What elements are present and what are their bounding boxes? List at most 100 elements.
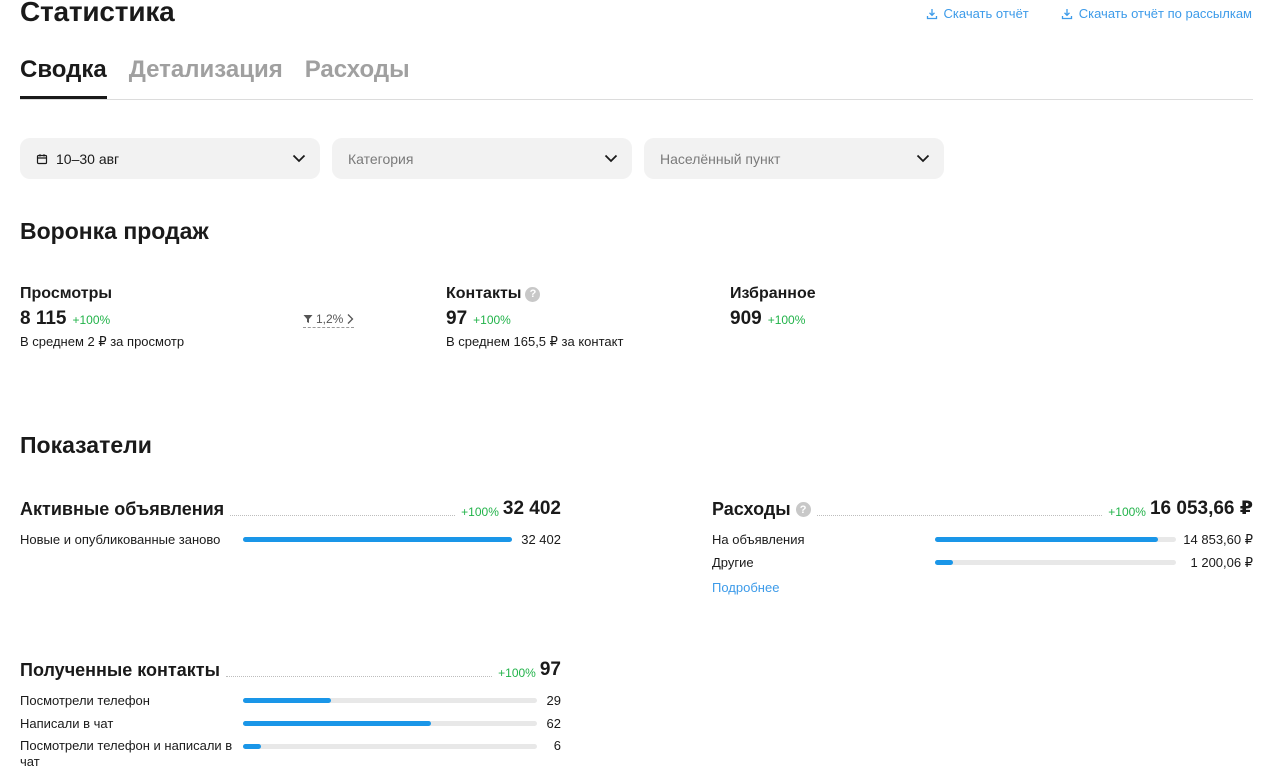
download-icon xyxy=(926,8,937,19)
list-item: Посмотрели телефон 29 xyxy=(20,689,561,712)
expenses-title: Расходы xyxy=(712,499,791,519)
row-label: Новые и опубликованные заново xyxy=(20,531,221,547)
expenses-delta: +100% xyxy=(1108,505,1146,519)
row-label: Посмотрели телефон и написали в чат xyxy=(20,738,233,769)
progress-fill xyxy=(935,537,1158,542)
progress-bar xyxy=(935,560,1176,565)
conversion-link[interactable]: 1,2% xyxy=(303,312,355,328)
contacts-value: 97 xyxy=(446,308,468,329)
progress-fill xyxy=(243,721,432,726)
received-contacts-delta: +100% xyxy=(498,666,536,680)
help-icon[interactable]: ? xyxy=(525,286,541,302)
views-delta: +100% xyxy=(72,313,111,327)
active-ads-total: 32 402 xyxy=(502,498,561,519)
active-ads-rows: Новые и опубликованные заново 32 402 xyxy=(20,528,561,551)
views-metric: Просмотры 8 115 +100% В среднем 2 ₽ за п… xyxy=(20,285,184,350)
date-range-select[interactable]: 10–30 авг xyxy=(20,138,320,179)
views-label: Просмотры xyxy=(20,285,113,302)
download-report-link[interactable]: Скачать отчёт xyxy=(926,6,1029,21)
progress-fill xyxy=(243,744,261,749)
date-range-value: 10–30 авг xyxy=(56,150,120,167)
row-value: 62 xyxy=(546,716,561,731)
download-mailing-report-label: Скачать отчёт по рассылкам xyxy=(1078,6,1252,21)
conversion-value: 1,2% xyxy=(316,312,344,326)
filters-bar: 10–30 авг Категория Населённый пункт xyxy=(20,138,944,179)
leader-dots xyxy=(816,515,1103,516)
expenses-total: 16 053,66 ₽ xyxy=(1149,498,1253,519)
favorites-label: Избранное xyxy=(730,285,816,302)
progress-bar xyxy=(243,698,537,703)
funnel-title: Воронка продаж xyxy=(20,218,209,244)
progress-bar xyxy=(243,537,512,542)
row-value: 29 xyxy=(546,693,561,708)
progress-fill xyxy=(243,537,512,542)
views-note: В среднем 2 ₽ за просмотр xyxy=(20,334,185,349)
indicators-title: Показатели xyxy=(20,432,152,458)
funnel-icon xyxy=(303,315,313,323)
tab-details[interactable]: Детализация xyxy=(128,56,283,83)
chevron-down-icon xyxy=(604,154,618,163)
contacts-metric: Контакты ? 97 +100% В среднем 165,5 ₽ за… xyxy=(446,285,623,350)
received-contacts-rows: Посмотрели телефон 29 Написали в чат 62 … xyxy=(20,689,561,770)
row-label: Посмотрели телефон xyxy=(20,692,150,708)
list-item: Новые и опубликованные заново 32 402 xyxy=(20,528,561,551)
more-details-link[interactable]: Подробнее xyxy=(712,580,780,595)
active-ads-title: Активные объявления xyxy=(20,499,225,519)
contacts-value-row: 97 +100% xyxy=(446,308,623,330)
views-value: 8 115 xyxy=(20,308,67,329)
row-label: Написали в чат xyxy=(20,715,114,731)
chevron-down-icon xyxy=(916,154,930,163)
download-report-label: Скачать отчёт xyxy=(943,6,1029,21)
list-item: На объявления 14 853,60 ₽ xyxy=(712,528,1253,551)
leader-dots xyxy=(230,515,456,516)
row-value: 6 xyxy=(553,738,561,753)
chevron-right-icon xyxy=(347,314,354,324)
city-select[interactable]: Населённый пункт xyxy=(644,138,944,179)
row-value: 32 402 xyxy=(521,532,561,547)
contacts-label: Контакты xyxy=(446,285,522,302)
received-contacts-header: Полученные контакты +100% 97 xyxy=(20,659,561,681)
views-value-row: 8 115 +100% xyxy=(20,308,184,330)
progress-bar xyxy=(243,744,537,749)
row-label: На объявления xyxy=(712,531,805,547)
row-value: 14 853,60 ₽ xyxy=(1183,531,1253,547)
city-placeholder: Населённый пункт xyxy=(660,150,781,167)
download-icon xyxy=(1061,8,1072,19)
contacts-delta: +100% xyxy=(473,313,511,327)
list-item: Написали в чат 62 xyxy=(20,712,561,735)
help-icon[interactable]: ? xyxy=(795,502,811,517)
active-ads-header: Активные объявления +100% 32 402 xyxy=(20,498,561,520)
favorites-delta: +100% xyxy=(767,313,806,327)
favorites-value-row: 909 +100% xyxy=(730,308,816,330)
progress-bar xyxy=(243,721,537,726)
category-select[interactable]: Категория xyxy=(332,138,632,179)
progress-fill xyxy=(935,560,954,565)
download-mailing-report-link[interactable]: Скачать отчёт по рассылкам xyxy=(1061,6,1252,21)
list-item: Другие 1 200,06 ₽ xyxy=(712,551,1253,574)
row-value: 1 200,06 ₽ xyxy=(1190,554,1254,570)
expenses-block: Расходы ? +100% 16 053,66 ₽ На объявлени… xyxy=(712,498,1253,597)
row-label: Другие xyxy=(712,554,754,570)
list-item: Посмотрели телефон и написали в чат 6 xyxy=(20,735,561,769)
page-title: Статистика xyxy=(20,0,175,27)
favorites-metric: Избранное 909 +100% xyxy=(730,285,816,330)
tab-bar: Сводка Детализация Расходы xyxy=(20,56,1253,100)
received-contacts-title: Полученные контакты xyxy=(20,660,220,680)
tab-summary[interactable]: Сводка xyxy=(20,56,107,99)
active-ads-delta: +100% xyxy=(461,505,499,519)
download-links: Скачать отчёт Скачать отчёт по рассылкам xyxy=(926,6,1252,21)
leader-dots xyxy=(225,676,493,677)
contacts-label-row: Контакты ? xyxy=(446,285,623,303)
tab-expenses[interactable]: Расходы xyxy=(304,56,410,83)
calendar-icon xyxy=(36,153,48,164)
received-contacts-block: Полученные контакты +100% 97 Посмотрели … xyxy=(20,659,561,770)
chevron-down-icon xyxy=(292,154,306,163)
progress-bar xyxy=(935,537,1176,542)
expenses-rows: На объявления 14 853,60 ₽ Другие 1 200,0… xyxy=(712,528,1253,574)
contacts-note: В среднем 165,5 ₽ за контакт xyxy=(446,334,624,349)
progress-fill xyxy=(243,698,332,703)
favorites-value: 909 xyxy=(730,308,762,329)
expenses-header: Расходы ? +100% 16 053,66 ₽ xyxy=(712,498,1253,520)
category-placeholder: Категория xyxy=(348,150,414,167)
active-ads-block: Активные объявления +100% 32 402 Новые и… xyxy=(20,498,561,551)
